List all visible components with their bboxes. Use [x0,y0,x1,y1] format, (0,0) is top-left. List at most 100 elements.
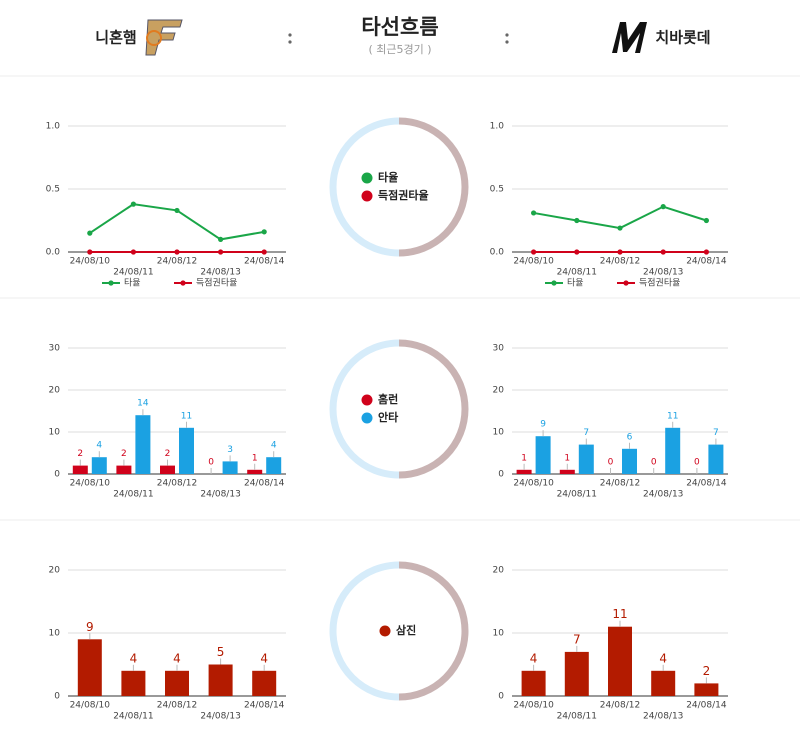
x-tick-label: 24/08/10 [513,479,554,489]
legend-dot [623,280,629,286]
separator [288,33,292,37]
bar [708,444,724,474]
point [130,201,136,207]
y-tick-label: 30 [493,344,505,354]
y-tick-label: 0 [498,692,504,702]
ring-left [329,117,400,257]
x-tick-label: 24/08/13 [200,712,240,722]
separator [505,40,509,44]
value-label: 1 [521,453,527,463]
x-tick-label: 24/08/14 [686,701,727,711]
bar [135,415,151,474]
value-label: 0 [694,458,700,468]
legend-marker [361,190,373,202]
x-tick-label: 24/08/13 [200,490,240,500]
x-tick-label: 24/08/14 [244,257,285,267]
y-tick-label: 20 [493,566,505,576]
bar [116,465,132,474]
value-label: 14 [137,399,149,409]
x-tick-label: 24/08/11 [113,490,153,500]
legend-marker [361,412,373,424]
legend-marker [379,625,391,637]
x-tick-label: 24/08/11 [557,268,597,278]
x-tick-label: 24/08/14 [686,479,727,489]
value-label: 9 [86,620,94,634]
subtitle: ( 최근5경기 ) [368,43,431,56]
point [218,236,224,242]
bar [121,670,146,696]
y-tick-label: 30 [49,344,61,354]
y-tick-label: 10 [49,629,61,639]
value-label: 1 [252,453,258,463]
x-tick-label: 24/08/14 [686,257,727,267]
value-label: 2 [703,664,711,678]
point [261,249,267,255]
y-tick-label: 1.0 [490,122,505,132]
legend-label: 타율 [124,278,141,289]
point [87,249,93,255]
legend-label: 득점권타율 [639,277,680,289]
bar [179,427,194,474]
y-tick-label: 10 [493,428,505,438]
point [531,249,537,255]
value-label: 4 [260,651,268,665]
point [130,249,136,255]
value-label: 0 [208,458,214,468]
point [574,249,580,255]
y-tick-label: 0.5 [46,185,60,195]
legend-label: 삼진 [396,623,416,637]
x-tick-label: 24/08/11 [113,712,153,722]
value-label: 4 [271,441,277,451]
value-label: 5 [217,645,225,659]
ring-left [329,561,400,701]
separator [505,33,509,37]
x-tick-label: 24/08/11 [557,490,597,500]
x-tick-label: 24/08/10 [513,701,554,711]
bar [608,626,632,696]
legend-dot [180,280,186,286]
value-label: 11 [612,607,627,621]
bar [165,670,189,696]
value-label: 4 [530,651,538,665]
legend-label: 홈런 [378,392,398,406]
y-tick-label: 20 [49,566,61,576]
ring-left [329,339,400,479]
bar [252,670,277,696]
x-tick-label: 24/08/11 [557,712,597,722]
y-tick-label: 0.5 [490,185,504,195]
value-label: 4 [96,441,102,451]
bar [160,465,175,474]
x-tick-label: 24/08/11 [113,268,153,278]
legend-dot [551,280,557,286]
y-tick-label: 0 [54,692,60,702]
x-tick-label: 24/08/10 [513,257,554,267]
point [174,249,180,255]
value-label: 0 [608,458,614,468]
ring-right [398,339,469,479]
value-label: 7 [583,428,589,438]
x-tick-label: 24/08/12 [600,257,640,267]
bar [622,448,637,474]
point [617,225,623,231]
value-label: 1 [564,453,570,463]
legend-label: 득점권타율 [378,188,429,202]
bar [665,427,681,474]
value-label: 0 [651,458,657,468]
value-label: 11 [181,411,192,421]
point [574,217,580,224]
x-tick-label: 24/08/10 [70,701,111,711]
bar [91,457,107,474]
home-team: 니혼햄 [95,29,136,47]
y-tick-label: 0 [498,470,504,480]
value-label: 2 [77,449,83,459]
x-tick-label: 24/08/12 [600,701,640,711]
x-tick-label: 24/08/13 [643,712,683,722]
point [660,204,666,210]
value-label: 4 [130,651,138,665]
x-tick-label: 24/08/14 [244,479,285,489]
separator [288,40,292,44]
legend-label: 득점권타율 [196,277,237,289]
y-tick-label: 20 [493,386,505,396]
point [261,229,267,235]
y-tick-label: 1.0 [46,122,61,132]
